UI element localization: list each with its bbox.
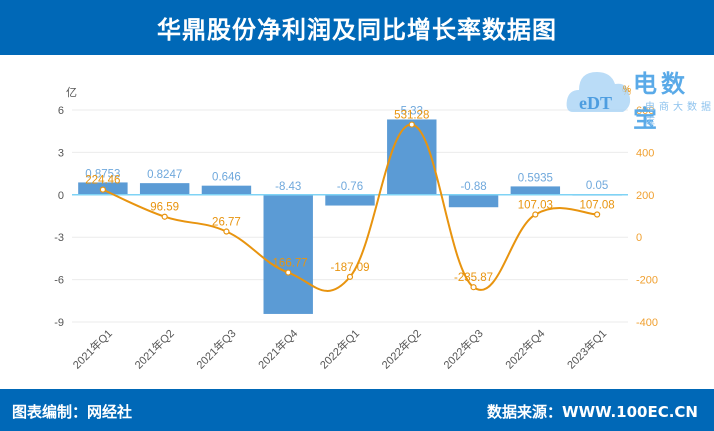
bar-label: 0.05 — [586, 180, 608, 192]
bar-label: 0.646 — [212, 172, 241, 184]
line-point — [470, 284, 477, 291]
logo-text: 电数宝 — [633, 70, 689, 133]
line-point — [408, 121, 415, 128]
category-label: 2021年Q2 — [131, 326, 176, 371]
logo-subtitle: 电商大数据库 — [645, 102, 714, 128]
line-point — [161, 213, 168, 220]
chart-area: 6 3 0 -3 -6 -9 亿 600 400 200 0 -200 -400% 0.8753 0.824… — [54, 86, 658, 372]
line-label: 224.46 — [85, 175, 120, 187]
right-axis-tick: -200 — [636, 275, 658, 287]
left-axis-tick: -3 — [54, 232, 64, 244]
bar — [139, 183, 190, 195]
bar-label: 0.8753 — [85, 168, 120, 180]
bar-label: -0.88 — [460, 181, 486, 193]
watermark-logo: eDT % 电数宝 电商大数据库 — [565, 62, 714, 133]
line-label: -187.09 — [330, 262, 369, 274]
category-label: 2022年Q3 — [440, 326, 485, 371]
chart-title: 华鼎股份净利润及同比增长率数据图 — [157, 16, 557, 44]
left-axis-tick: 6 — [58, 105, 64, 117]
line-point — [99, 186, 106, 193]
left-axis-tick: -6 — [54, 275, 64, 287]
category-label: 2022年Q4 — [502, 326, 547, 371]
footer-source: 数据来源：WWW.100EC.CN — [487, 403, 698, 421]
category-label: 2023年Q1 — [564, 326, 609, 371]
line-point — [285, 269, 292, 276]
line-point — [532, 211, 539, 218]
line-label: 531.28 — [394, 110, 429, 122]
right-axis-tick: 400 — [636, 147, 654, 159]
logo-mark: eDT — [579, 93, 612, 113]
bar-label: -0.76 — [337, 181, 363, 193]
line-label: 107.03 — [518, 200, 553, 212]
line-label: -166.77 — [269, 258, 308, 270]
cloud-icon: eDT % — [566, 72, 631, 113]
bar-label: 0.8247 — [147, 169, 182, 181]
bar — [387, 119, 437, 195]
left-axis-tick: 3 — [58, 147, 64, 159]
line-label: 107.08 — [580, 199, 615, 211]
right-axis-tick: -400 — [636, 317, 658, 329]
growth-rate-line — [102, 123, 598, 292]
line-point — [223, 228, 230, 235]
line-label: 26.77 — [212, 217, 241, 229]
bar — [263, 194, 313, 314]
bar — [448, 194, 499, 208]
logo-mark-suffix: % — [623, 84, 631, 94]
bar-label: -8.43 — [275, 181, 301, 193]
left-axis-unit: 亿 — [66, 86, 77, 99]
bar — [201, 185, 252, 195]
line-point — [346, 273, 354, 280]
title-bar: 华鼎股份净利润及同比增长率数据图 — [0, 0, 714, 55]
left-axis-tick: 0 — [58, 190, 64, 202]
line-point — [594, 211, 601, 218]
footer-credit: 图表编制：网经社 — [12, 403, 133, 421]
bar — [325, 194, 375, 206]
category-label: 2021年Q4 — [255, 326, 300, 371]
right-axis-tick: 0 — [636, 232, 642, 244]
left-axis-tick: -9 — [54, 317, 64, 329]
right-axis-tick: 600 — [636, 105, 654, 117]
line-label: 96.59 — [150, 202, 179, 214]
category-label: 2021年Q3 — [193, 326, 238, 371]
category-label: 2022年Q1 — [317, 326, 362, 371]
category-label: 2021年Q1 — [70, 326, 115, 371]
category-label: 2022年Q2 — [379, 326, 424, 371]
footer: 图表编制：网经社 数据来源：WWW.100EC.CN — [0, 389, 714, 431]
bar-label: 5.33 — [401, 105, 423, 117]
bar — [510, 186, 561, 195]
bar-label: 0.5935 — [518, 172, 553, 184]
line-label: -235.87 — [454, 272, 493, 284]
right-axis-tick: 200 — [636, 190, 654, 202]
